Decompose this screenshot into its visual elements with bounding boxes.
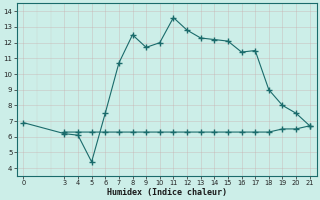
X-axis label: Humidex (Indice chaleur): Humidex (Indice chaleur) [107,188,227,197]
